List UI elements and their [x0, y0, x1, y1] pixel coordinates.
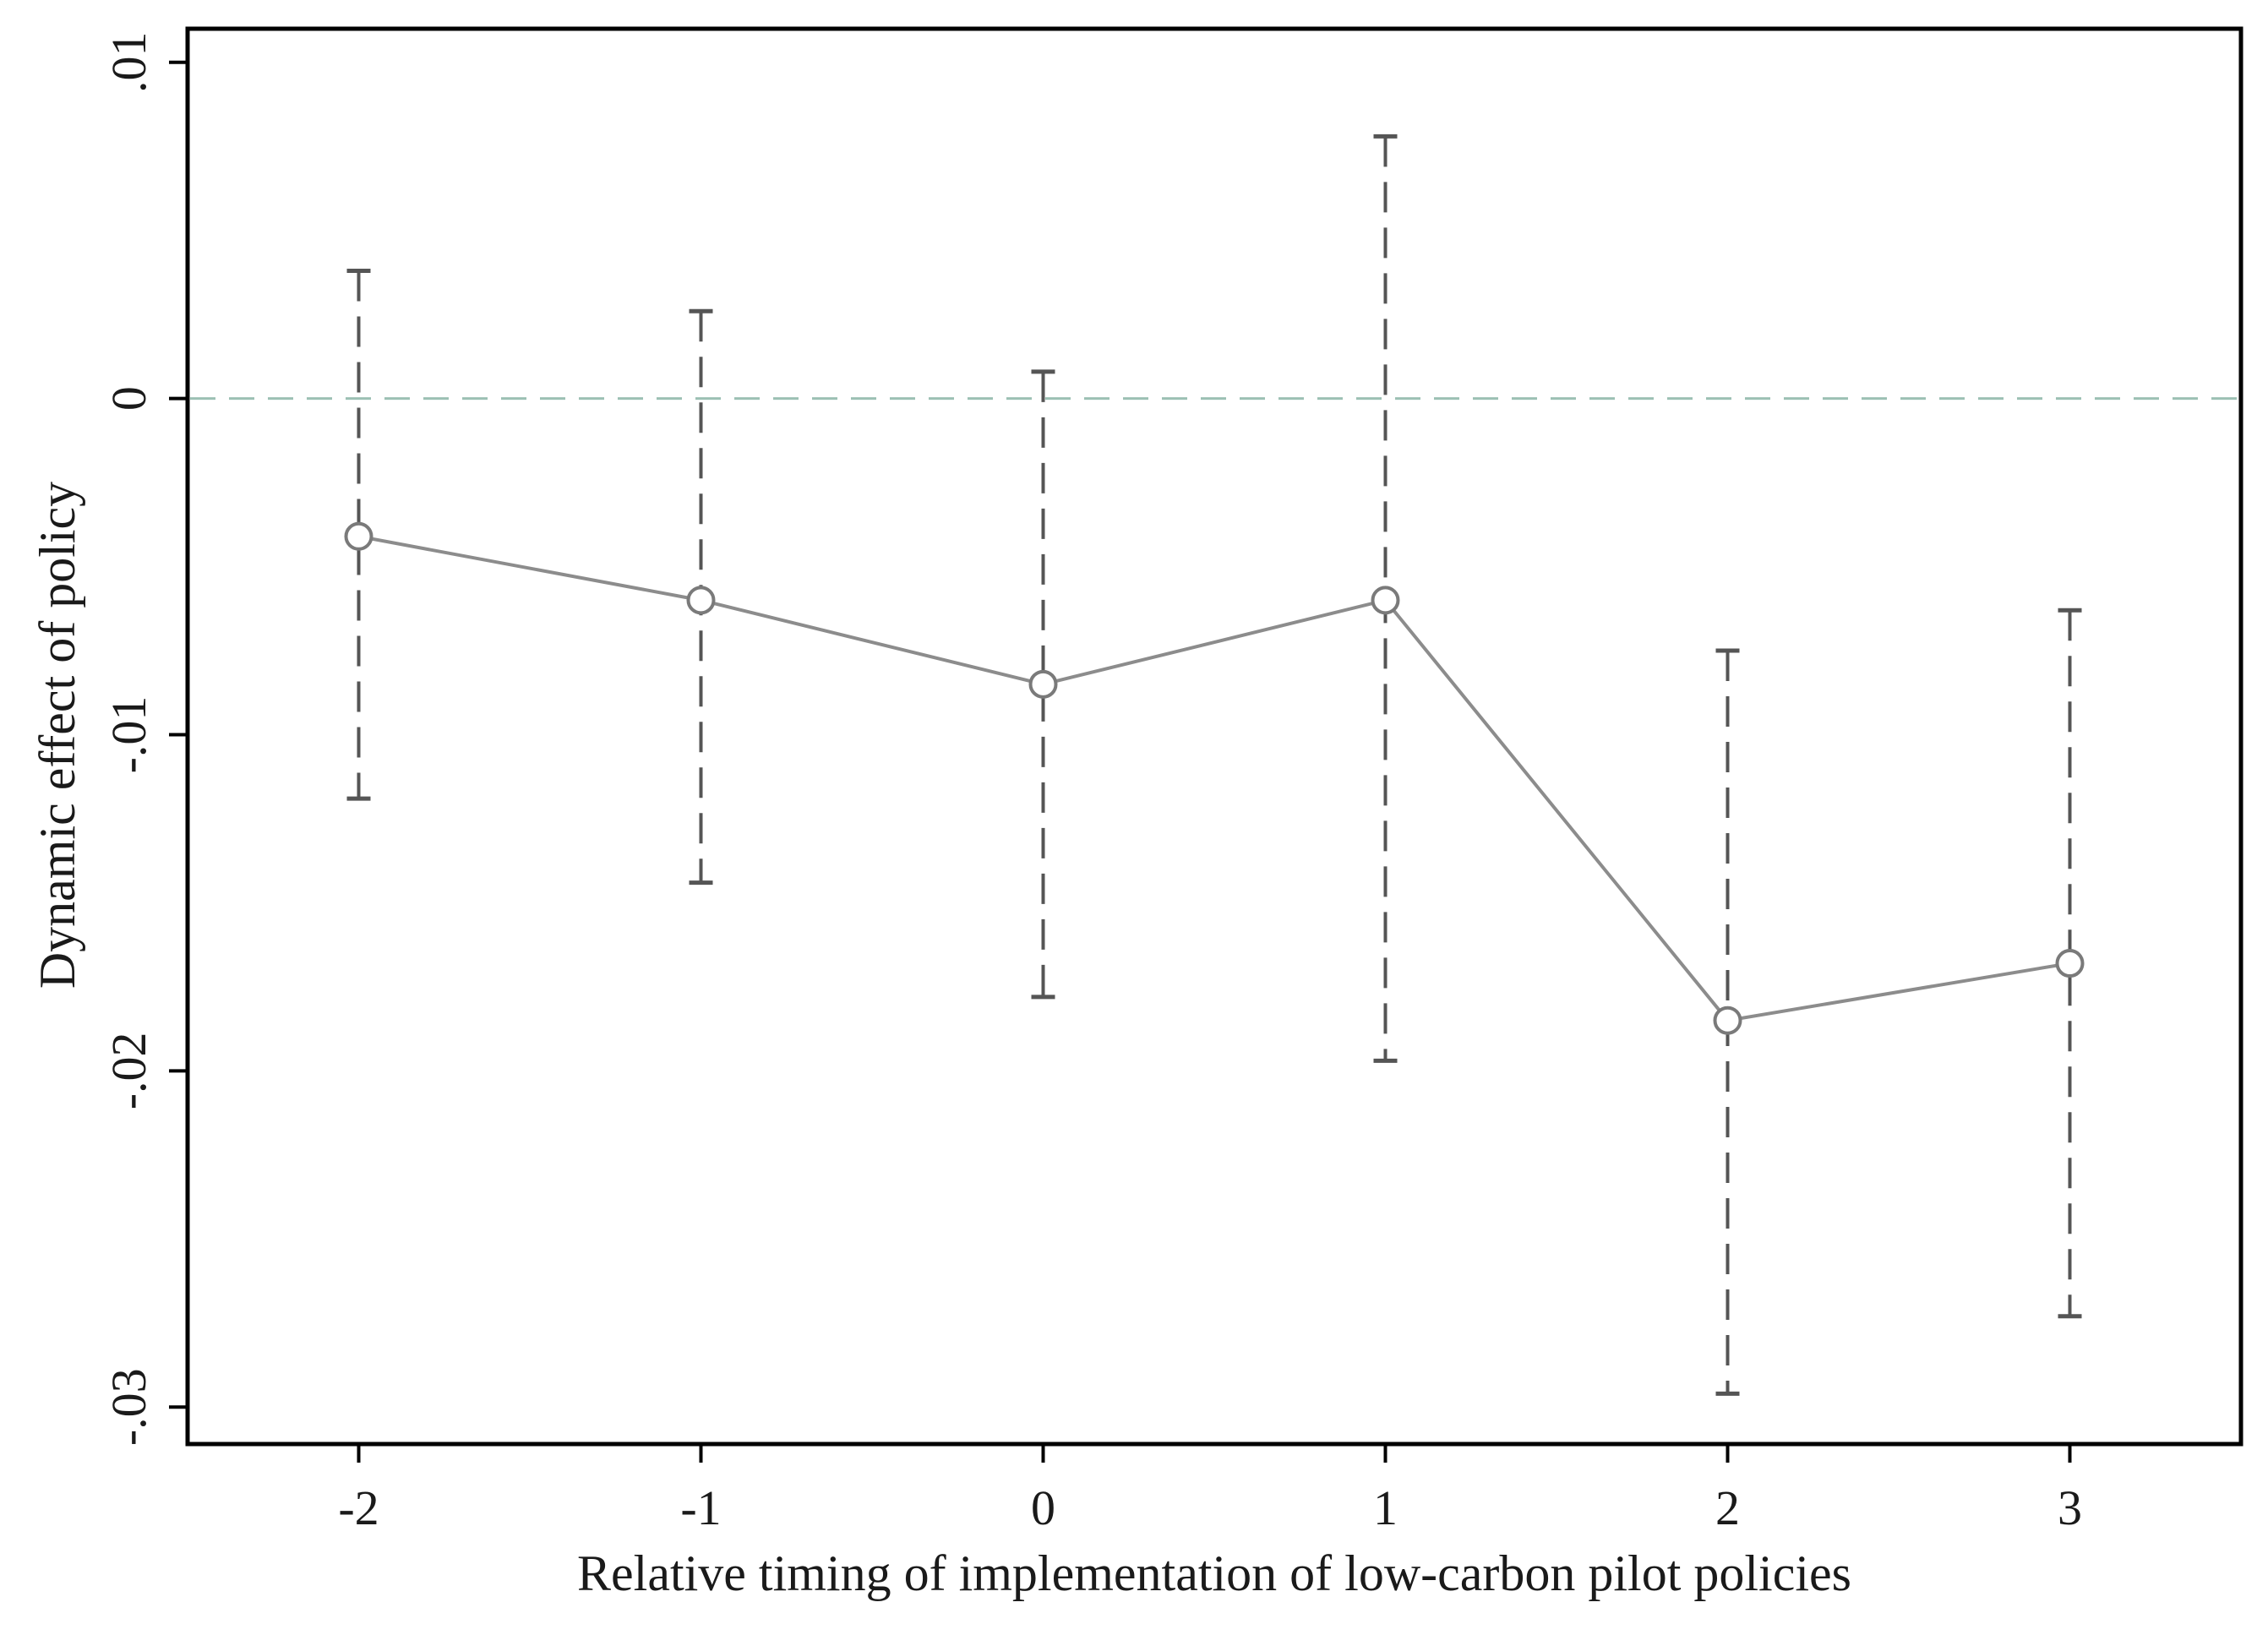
x-axis-ticks: -2 -1 0 1 2 3: [338, 1444, 2082, 1535]
y-axis-title: Dynamic effect of policy: [30, 482, 85, 989]
data-point-1: [1371, 586, 1400, 615]
error-bars-layer: [346, 134, 2082, 1396]
x-axis-title: Relative timing of implementation of low…: [577, 1545, 1851, 1601]
x-tick-label: -1: [680, 1480, 721, 1535]
y-tick-label: .01: [101, 32, 156, 94]
series-line: [358, 534, 2070, 1022]
x-tick-label: 0: [1031, 1480, 1055, 1535]
series-line-layer: [358, 534, 2070, 1022]
x-tick-label: 1: [1373, 1480, 1398, 1535]
y-axis-ticks: .01 0 -.01 -.02 -.03: [101, 32, 188, 1446]
y-tick-label: -.03: [101, 1368, 156, 1446]
y-tick-label: -.01: [101, 696, 156, 774]
data-point-2: [1713, 1006, 1742, 1035]
data-point--1: [686, 586, 716, 615]
x-tick-label: 2: [1715, 1480, 1740, 1535]
data-point-3: [2055, 949, 2085, 978]
y-tick-label: -.02: [101, 1032, 156, 1109]
x-tick-label: 3: [2058, 1480, 2082, 1535]
data-point--2: [344, 521, 373, 551]
y-tick-label: 0: [101, 386, 156, 411]
plot-frame: [185, 26, 2243, 1447]
x-tick-label: -2: [338, 1480, 379, 1535]
data-point-0: [1028, 669, 1058, 699]
markers-layer: [344, 521, 2085, 1035]
